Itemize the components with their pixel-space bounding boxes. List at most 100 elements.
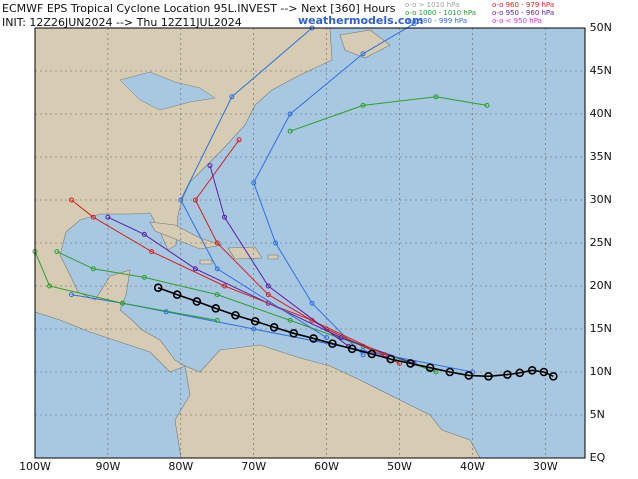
track-point xyxy=(207,163,213,169)
track-point xyxy=(214,240,220,246)
track-point xyxy=(347,344,357,354)
track-line xyxy=(180,27,327,339)
track-point xyxy=(287,317,293,323)
track-point xyxy=(411,21,417,27)
track-point xyxy=(433,94,439,100)
south-america xyxy=(174,344,481,459)
track-point xyxy=(549,371,558,381)
track-point xyxy=(433,369,439,375)
track-point xyxy=(250,316,260,326)
track-point xyxy=(338,335,344,341)
legend-entry: o-o 1000 - 1010 hPa xyxy=(405,9,476,17)
track-point xyxy=(141,231,147,237)
track-point xyxy=(68,292,74,298)
puerto-rico xyxy=(267,254,279,260)
track-point xyxy=(515,368,525,378)
track-point xyxy=(484,102,490,108)
y-tick-label: 30N xyxy=(590,193,612,206)
x-tick-label: 80W xyxy=(168,460,193,473)
track-point xyxy=(265,283,271,289)
track-point xyxy=(236,137,242,143)
track-point xyxy=(211,304,221,313)
track-point xyxy=(214,266,220,272)
y-tick-label: 5N xyxy=(590,408,605,421)
y-tick-label: 25N xyxy=(590,236,612,249)
site: weathermodels.com xyxy=(298,14,423,27)
track-point xyxy=(214,292,220,298)
track-point xyxy=(141,274,147,280)
track-point xyxy=(172,290,182,299)
track-point xyxy=(192,297,202,306)
y-tick-label: 40N xyxy=(590,107,612,120)
x-tick-label: 40W xyxy=(460,460,485,473)
track-point xyxy=(527,365,537,375)
track-point xyxy=(273,240,279,246)
track-point xyxy=(287,111,293,117)
track-point xyxy=(119,300,125,306)
x-tick-label: 60W xyxy=(314,460,339,473)
track-point xyxy=(192,197,198,203)
track-line xyxy=(107,216,415,364)
track-point xyxy=(269,322,279,332)
track-point xyxy=(231,310,240,320)
track-point xyxy=(68,197,74,203)
track-point xyxy=(324,335,330,341)
track-point xyxy=(406,359,415,368)
x-tick-label: 30W xyxy=(533,460,558,473)
jamaica xyxy=(199,259,213,265)
newfoundland xyxy=(339,29,391,59)
track-point xyxy=(484,371,493,381)
legend-entry: o-o 950 - 960 hPa xyxy=(492,9,554,17)
track-point xyxy=(289,328,299,338)
y-tick-label: 45N xyxy=(590,64,612,77)
track-point xyxy=(287,128,293,134)
track-point xyxy=(153,283,163,293)
track-point xyxy=(192,266,198,272)
x-tick-label: 50W xyxy=(387,460,412,473)
y-tick-label: 10N xyxy=(590,365,612,378)
track-point xyxy=(90,214,96,220)
track-point xyxy=(54,249,60,255)
track-point xyxy=(360,51,366,57)
track-point xyxy=(149,249,155,255)
y-tick-label: 50N xyxy=(590,21,612,34)
legend-entry: o-o 980 - 999 hPa xyxy=(405,17,467,25)
great-lakes xyxy=(119,71,216,111)
track-point xyxy=(386,354,396,364)
legend-entry: o-o < 950 hPa xyxy=(492,17,542,25)
north-america xyxy=(34,27,333,373)
track-point xyxy=(47,283,53,289)
init-time: INIT: 12Z26JUN2024 --> Thu 12Z11JUL2024 xyxy=(2,16,242,29)
track-line xyxy=(71,294,473,373)
cuba xyxy=(149,221,223,250)
track-point xyxy=(251,180,257,186)
x-tick-label: 100W xyxy=(19,460,51,473)
track-line xyxy=(71,199,386,356)
track-point xyxy=(90,266,96,272)
y-tick-label: EQ xyxy=(590,451,606,464)
track-point xyxy=(425,363,435,373)
x-tick-label: 90W xyxy=(95,460,120,473)
y-tick-label: 35N xyxy=(590,150,612,163)
track-line xyxy=(34,251,218,321)
track-point xyxy=(367,349,377,359)
track-point xyxy=(222,283,228,289)
track-point xyxy=(229,94,235,100)
track-line xyxy=(289,96,488,132)
track-point xyxy=(464,371,474,380)
track-point xyxy=(539,367,549,377)
track-point xyxy=(445,367,455,377)
title: ECMWF EPS Tropical Cyclone Location 95L.… xyxy=(2,2,396,15)
y-tick-label: 20N xyxy=(590,279,612,292)
track-point xyxy=(105,214,111,220)
track-point xyxy=(178,197,184,203)
x-tick-label: 70W xyxy=(241,460,266,473)
track-point xyxy=(360,102,366,108)
track-point xyxy=(309,334,318,343)
legend-entry: o-o > 1010 hPa xyxy=(405,1,459,9)
track-point xyxy=(328,339,337,348)
track-line xyxy=(209,165,349,347)
track-point xyxy=(309,300,315,306)
track-point xyxy=(251,326,257,332)
